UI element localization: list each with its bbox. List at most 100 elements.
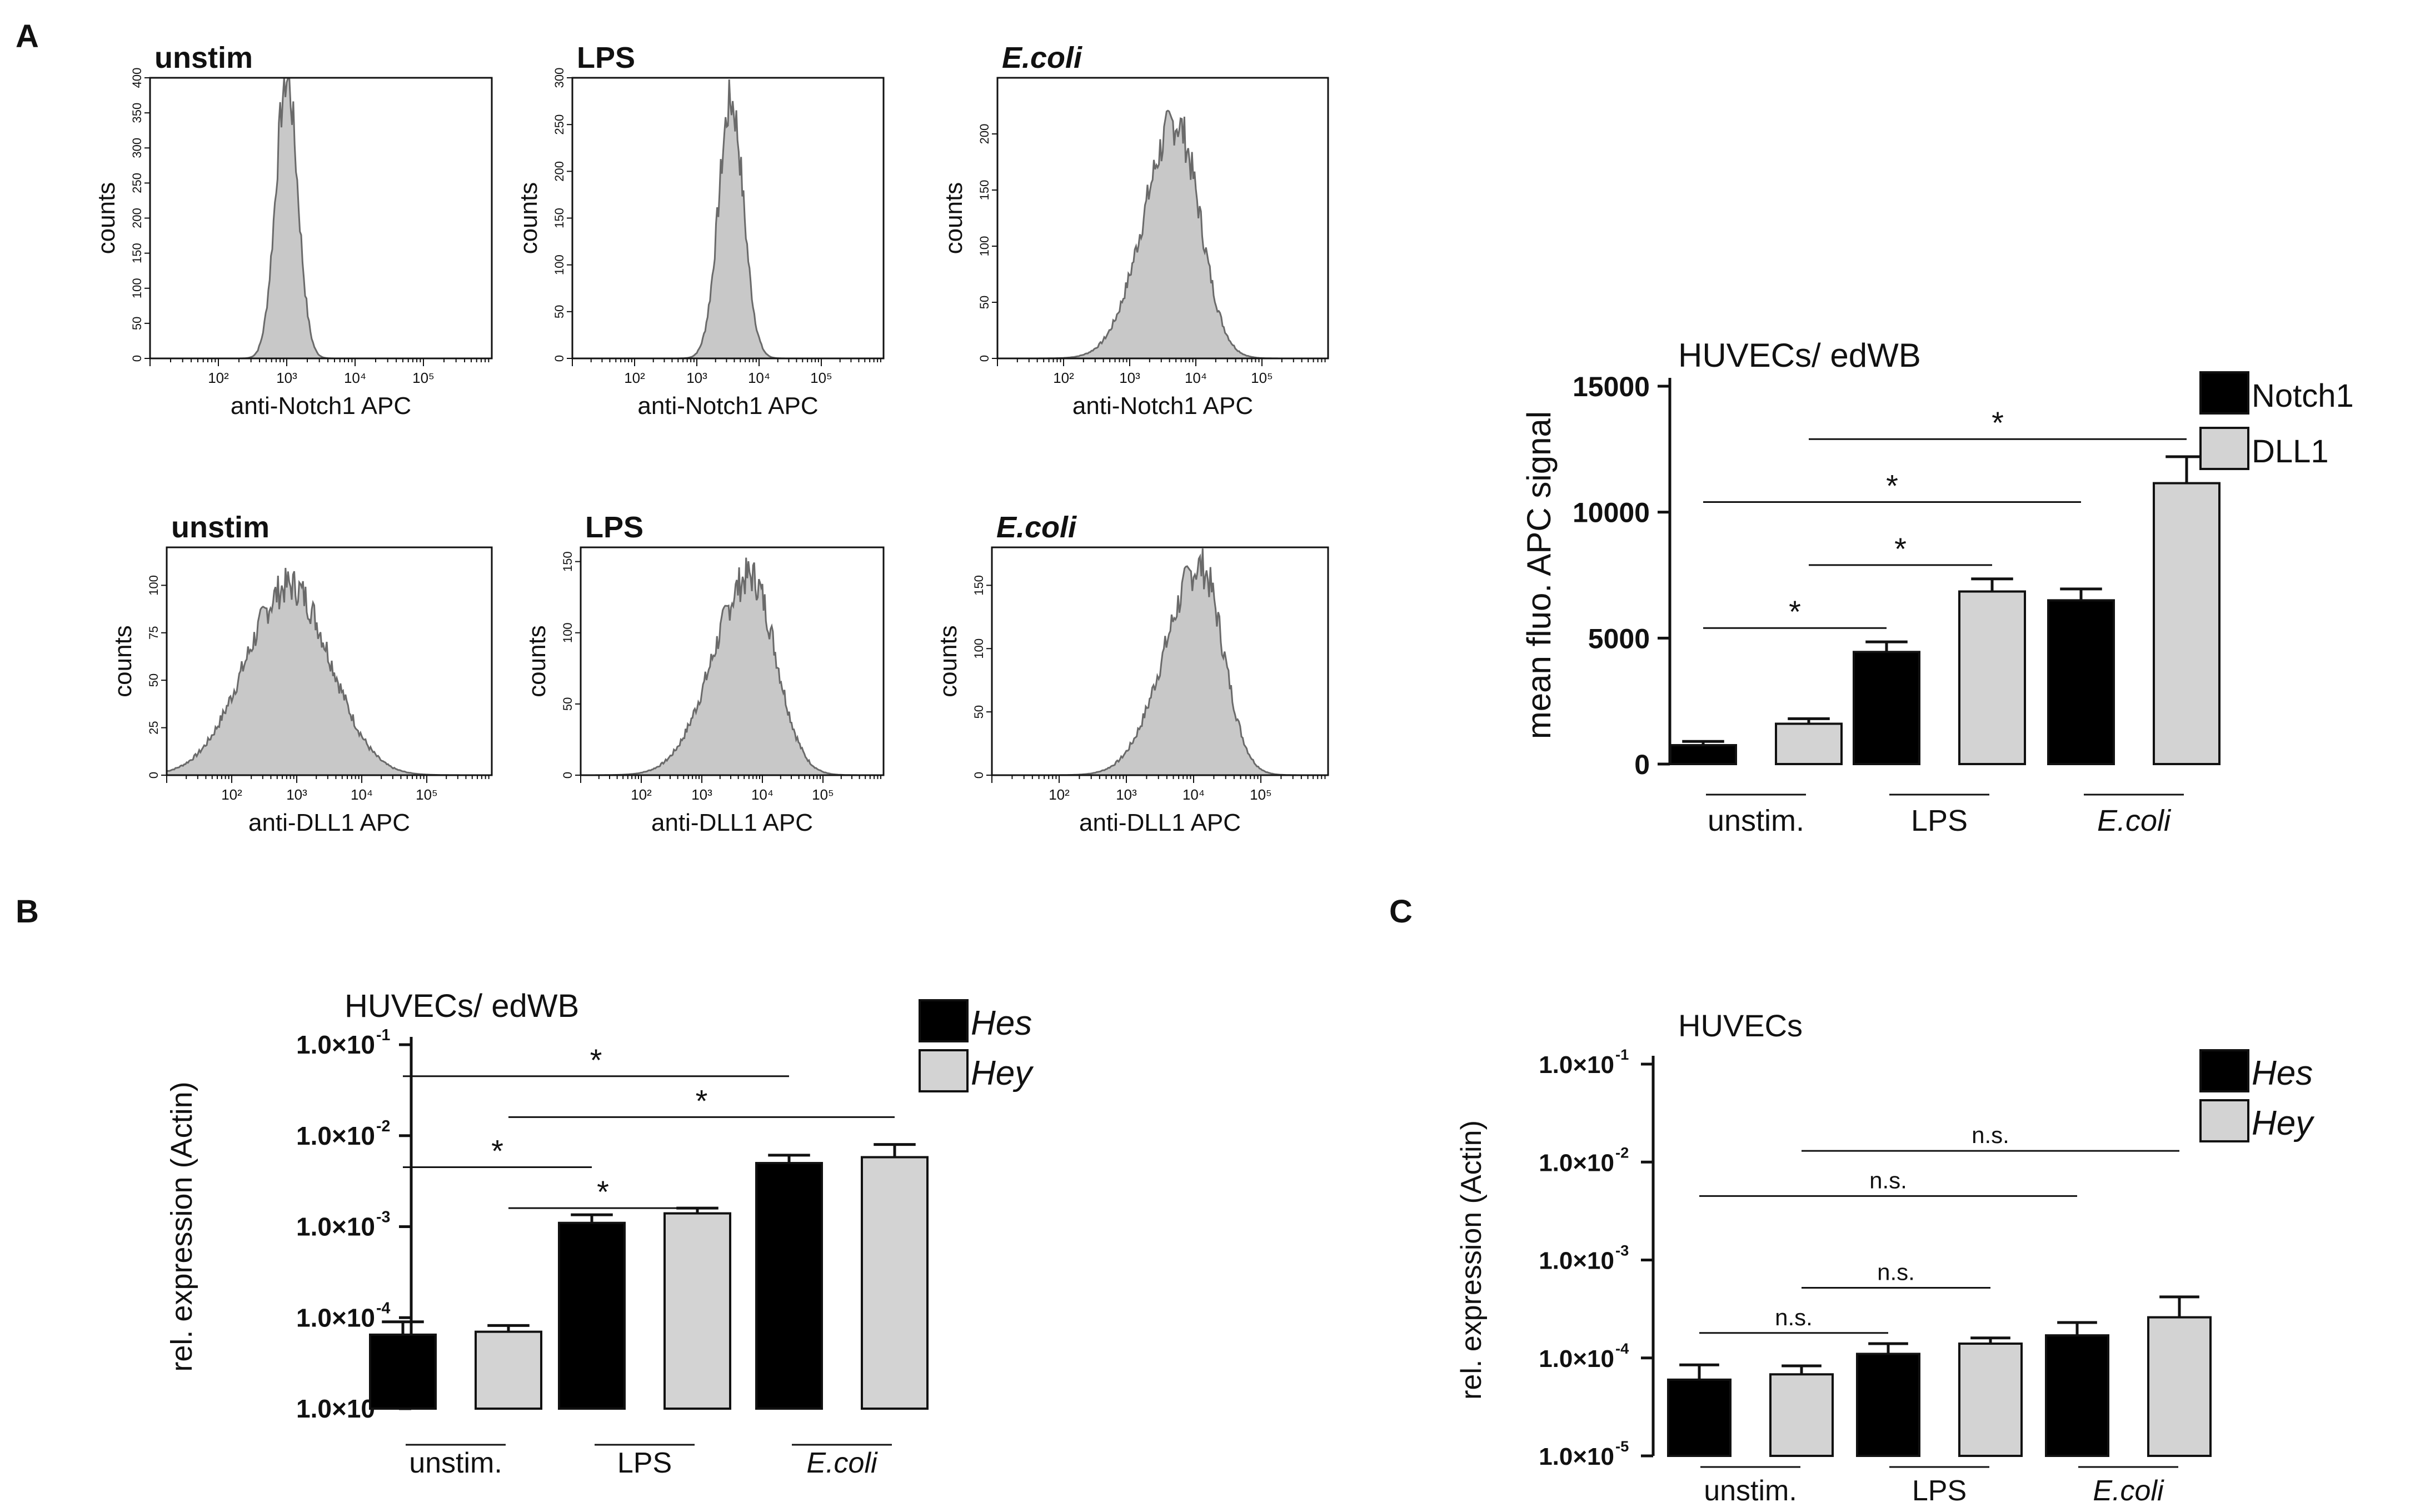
legend-swatch-hey (2199, 1099, 2249, 1142)
histogram-frame (991, 546, 1329, 776)
y-tick-exponent: -2 (376, 1117, 390, 1135)
x-tick-label: 10⁴ (751, 786, 774, 803)
bar-hes-0 (1667, 1378, 1732, 1457)
x-tick-label: 10⁴ (1185, 370, 1207, 386)
x-axis-label: anti-DLL1 APC (1079, 809, 1241, 836)
bar-notch1-1 (1853, 651, 1920, 766)
y-tick-label: 50 (977, 296, 991, 309)
histogram-distribution (572, 79, 884, 360)
y-tick-label: 1.0×10 (1539, 1149, 1614, 1176)
histogram-title: E.coli (996, 511, 1077, 544)
histogram-title: unstim (171, 511, 270, 544)
bar-notch1-2 (2047, 599, 2115, 766)
y-tick-label: 1.0×10 (296, 1212, 375, 1241)
panel-label-A: A (16, 18, 39, 54)
y-tick-label: 1.0×10 (296, 1030, 375, 1059)
x-tick-label: 10⁴ (1182, 786, 1205, 803)
y-tick-label: 75 (147, 626, 161, 640)
x-tick-label: 10³ (286, 786, 307, 803)
y-tick-label: 150 (552, 208, 566, 228)
y-tick-label: 0 (147, 772, 161, 779)
bar-hes-2 (2045, 1334, 2109, 1457)
x-tick-label: 10² (1053, 370, 1074, 386)
x-tick-label: 10² (631, 786, 652, 803)
x-tick-label: 10⁴ (344, 370, 366, 386)
significance-label: n.s. (1869, 1167, 1907, 1193)
bar-b: HUVECs/ edWB1.0×10-51.0×10-41.0×10-31.0×… (165, 988, 1034, 1479)
y-tick-label: 350 (130, 103, 144, 123)
y-axis-label: rel. expression (Actin) (165, 1081, 198, 1371)
chart-title: HUVECs/ edWB (345, 988, 579, 1024)
chart-title: HUVECs (1678, 1008, 1803, 1043)
y-tick-exponent: -3 (1615, 1242, 1629, 1259)
y-tick-label: 1.0×10 (1539, 1443, 1614, 1470)
hist-notch1-ecoli: E.coli 0 50 100 150 200 10² 10³ 10⁴ 10⁵ anti-Notch… (940, 41, 1329, 420)
histogram-title: LPS (585, 511, 643, 544)
hist-dll1-ecoli: E.coli 0 50 100 150 10² 10³ 10⁴ 10⁵ anti-DLL1 APC… (935, 511, 1329, 836)
y-tick-label: 150 (561, 551, 575, 572)
x-group-label: E.coli (806, 1447, 878, 1479)
y-axis-label: mean fluo. APC signal (1520, 411, 1558, 739)
x-axis-label: anti-Notch1 APC (231, 392, 411, 420)
y-axis-label: counts (93, 182, 120, 255)
x-tick-label: 10⁵ (1251, 370, 1273, 386)
y-tick-label: 100 (977, 236, 991, 257)
bar-hey-2 (2147, 1316, 2212, 1457)
legend-label: Hey (2252, 1104, 2315, 1142)
legend-label: Hes (971, 1004, 1032, 1042)
y-tick-label: 250 (130, 173, 144, 193)
legend-label: Notch1 (2252, 378, 2354, 414)
x-tick-label: 10³ (276, 370, 297, 386)
bar-hey-0 (1769, 1373, 1834, 1457)
y-tick-label: 300 (552, 68, 566, 88)
y-tick-label: 100 (972, 638, 986, 659)
y-tick-label: 50 (147, 673, 161, 687)
bar-dll1-0 (1775, 722, 1843, 766)
histogram-distribution (997, 109, 1328, 360)
y-axis-label: counts (523, 625, 551, 697)
y-tick-exponent: -1 (1615, 1046, 1629, 1063)
x-group-label: LPS (617, 1447, 672, 1479)
y-tick-exponent: -4 (1615, 1340, 1629, 1357)
x-tick-label: 10⁴ (748, 370, 770, 386)
bar-notch1-0 (1669, 744, 1737, 765)
significance-label: n.s. (1877, 1259, 1915, 1285)
x-tick-label: 10² (221, 786, 242, 803)
y-tick-label: 5000 (1588, 623, 1650, 654)
y-tick-exponent: -1 (376, 1026, 390, 1044)
histogram-distribution (581, 557, 884, 776)
y-tick-label: 50 (972, 705, 986, 718)
x-tick-label: 10² (208, 370, 229, 386)
hist-notch1-lps: LPS 0 50 100 150 200 250 300 10² 10³ 10⁴ 10⁵ anti-No… (515, 41, 885, 420)
y-tick-exponent: -2 (1615, 1144, 1629, 1161)
histogram-frame (996, 77, 1329, 360)
legend-label: DLL1 (2252, 433, 2329, 470)
x-group-label: E.coli (2093, 1475, 2164, 1507)
bar-mfi: HUVECs/ edWB 0 5000 10000 15000 mean fluo. AP… (1520, 337, 2354, 837)
x-tick-label: 10⁴ (351, 786, 373, 803)
chart-title: HUVECs/ edWB (1678, 337, 1921, 374)
significance-label: * (1894, 531, 1907, 566)
x-tick-label: 10⁵ (416, 786, 438, 803)
histogram-distribution (150, 77, 492, 360)
bar-hes-1 (1856, 1353, 1920, 1458)
x-tick-label: 10³ (1119, 370, 1140, 386)
significance-label: * (1992, 405, 2004, 440)
bar-hey-1 (663, 1212, 731, 1410)
bar-hes-1 (558, 1221, 626, 1410)
legend-swatch-notch1 (2199, 371, 2249, 415)
x-tick-label: 10⁵ (1250, 786, 1272, 803)
y-tick-label: 50 (130, 317, 144, 330)
y-tick-label: 0 (977, 355, 991, 362)
legend-swatch-hes (919, 999, 969, 1042)
bar-dll1-2 (2153, 482, 2221, 765)
y-tick-label: 10000 (1573, 497, 1650, 528)
y-tick-label: 1.0×10 (296, 1121, 375, 1150)
x-tick-label: 10⁵ (812, 786, 834, 803)
x-group-label: E.coli (2097, 804, 2172, 837)
bar-dll1-1 (1958, 590, 2026, 765)
y-tick-label: 1.0×10 (1539, 1247, 1614, 1275)
y-axis-label: counts (109, 625, 137, 697)
histogram-distribution (992, 548, 1328, 776)
